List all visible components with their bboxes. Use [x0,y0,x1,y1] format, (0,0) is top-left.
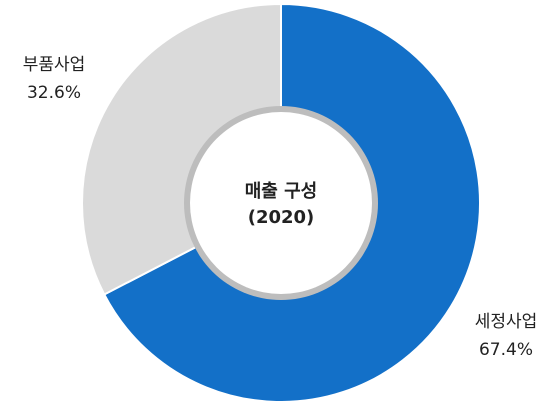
center-hole [190,112,372,294]
slice-label-cleaning: 세정사업 [475,312,538,332]
center-subtitle: (2020) [248,207,315,228]
center-title: 매출 구성 [245,181,318,202]
slice-value-cleaning: 67.4% [479,340,533,360]
slice-value-parts: 32.6% [27,83,81,103]
slice-label-parts: 부품사업 [23,55,86,75]
